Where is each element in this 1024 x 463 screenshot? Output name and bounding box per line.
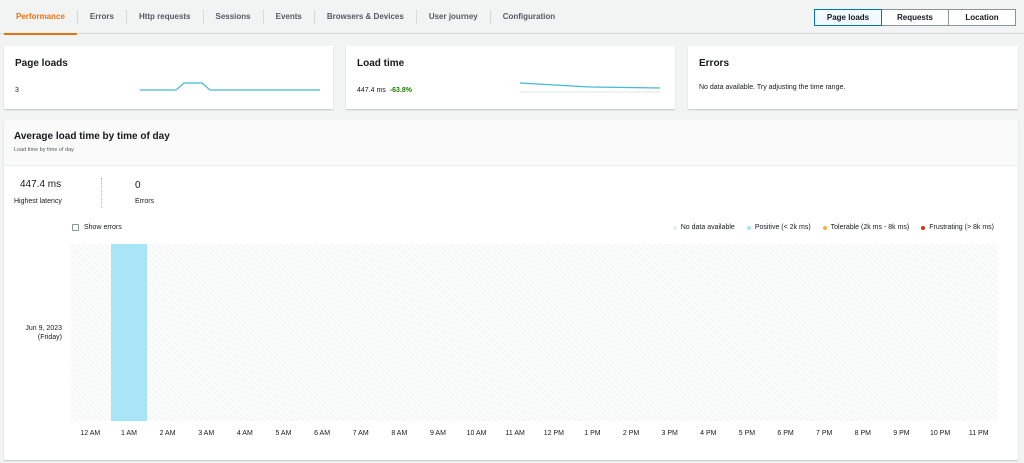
legend-dot bbox=[921, 225, 926, 230]
hour-label: 12 PM bbox=[543, 430, 564, 437]
card-message: No data available. Try adjusting the tim… bbox=[699, 84, 846, 91]
hour-label: 6 PM bbox=[777, 430, 794, 437]
tab[interactable]: Sessions bbox=[204, 9, 264, 24]
card: Page loads 3 bbox=[4, 46, 333, 109]
hour-label: 3 AM bbox=[198, 430, 215, 437]
card-title: Page loads bbox=[15, 58, 68, 69]
hour-label: 9 PM bbox=[893, 430, 910, 437]
hour-label: 5 AM bbox=[275, 430, 292, 437]
stat-value: 447.4 ms bbox=[20, 179, 62, 190]
card-title: Load time bbox=[357, 58, 405, 69]
card-value: 3 bbox=[15, 87, 19, 94]
date: Jun 9, 2023 bbox=[25, 325, 62, 332]
toggle-button[interactable]: Page loads bbox=[814, 9, 882, 26]
hour-label: 8 AM bbox=[391, 430, 408, 437]
legend-item: Frustrating (> 8k ms) bbox=[921, 224, 994, 231]
section-subtitle: Load time by time of day bbox=[14, 147, 74, 153]
tab[interactable]: Events bbox=[264, 9, 315, 24]
hour-label: 11 AM bbox=[505, 430, 525, 437]
tab[interactable]: Configuration bbox=[502, 11, 556, 21]
checkbox[interactable] bbox=[72, 224, 79, 231]
tab[interactable]: User journey bbox=[417, 9, 491, 24]
card-value: 447.4 ms -63.8% bbox=[357, 87, 412, 94]
hour-label: 2 AM bbox=[159, 430, 176, 437]
legend-dot bbox=[822, 225, 827, 230]
tab-bar: Performance Errors Http requests Sessions Ev… bbox=[0, 0, 1024, 35]
card-title: Errors bbox=[699, 58, 730, 69]
section-header: Average load time by time of day Load ti… bbox=[4, 120, 1018, 166]
divider bbox=[101, 178, 102, 208]
stat-label: Errors bbox=[135, 198, 155, 205]
toggle-button[interactable]: Requests bbox=[881, 9, 949, 26]
hour-label: 8 PM bbox=[854, 430, 871, 437]
section-title: Average load time by time of day bbox=[14, 131, 170, 142]
card: Errors No data available. Try adjusting … bbox=[688, 46, 1018, 109]
view-toggle: Page loads Requests Location bbox=[814, 9, 1016, 26]
heatmap-cell bbox=[110, 244, 148, 421]
hour-label: 11 PM bbox=[968, 430, 989, 437]
legend: No data available Positive (< 2k ms) Toler… bbox=[661, 224, 994, 231]
hour-label: 4 PM bbox=[700, 430, 717, 437]
heatmap-background bbox=[71, 244, 998, 421]
hour-label: 10 PM bbox=[929, 430, 951, 437]
hour-label: 4 AM bbox=[236, 430, 253, 437]
hour-label: 1 AM bbox=[120, 430, 137, 437]
legend-label: Positive (< 2k ms) bbox=[754, 224, 811, 231]
hour-label: 12 AM bbox=[80, 430, 101, 437]
card: Load time 447.4 ms -63.8% bbox=[346, 46, 675, 109]
legend-item: Tolerable (2k ms - 8k ms) bbox=[822, 224, 910, 231]
legend-label: No data available bbox=[680, 224, 735, 231]
change: -63.8% bbox=[389, 87, 412, 94]
sparkline bbox=[140, 82, 320, 91]
legend-dot bbox=[746, 225, 751, 230]
hour-label: 1 PM bbox=[584, 430, 601, 437]
show-errors[interactable]: Show errors bbox=[72, 224, 122, 231]
row-label: Jun 9, 2023 (Friday) bbox=[0, 324, 62, 342]
hour-label: 10 AM bbox=[466, 430, 487, 437]
tab[interactable]: Errors bbox=[78, 9, 127, 24]
stat-label: Highest latency bbox=[14, 198, 62, 205]
day: (Friday) bbox=[37, 334, 62, 341]
toggle-button[interactable]: Location bbox=[948, 9, 1016, 26]
stat-value: 0 bbox=[135, 180, 141, 191]
value: 447.4 ms bbox=[357, 87, 386, 94]
legend-dot bbox=[672, 225, 677, 230]
hour-label: 6 AM bbox=[314, 430, 331, 437]
checkbox-label: Show errors bbox=[84, 224, 122, 231]
legend-label: Frustrating (> 8k ms) bbox=[929, 224, 994, 231]
sparkline bbox=[520, 82, 660, 93]
tab[interactable]: Http requests bbox=[127, 9, 204, 24]
legend-item: No data available bbox=[672, 224, 735, 231]
hour-label: 2 PM bbox=[622, 430, 640, 437]
hour-label: 7 AM bbox=[352, 430, 369, 437]
legend-item: Positive (< 2k ms) bbox=[746, 224, 811, 231]
legend-label: Tolerable (2k ms - 8k ms) bbox=[830, 224, 910, 231]
hour-label: 5 PM bbox=[738, 430, 756, 437]
tab[interactable]: Browsers & Devices bbox=[315, 9, 417, 24]
hour-label: 9 AM bbox=[429, 430, 446, 437]
tab[interactable]: Performance bbox=[4, 9, 78, 35]
hour-label: 3 PM bbox=[661, 430, 678, 437]
hour-label: 7 PM bbox=[816, 430, 833, 437]
